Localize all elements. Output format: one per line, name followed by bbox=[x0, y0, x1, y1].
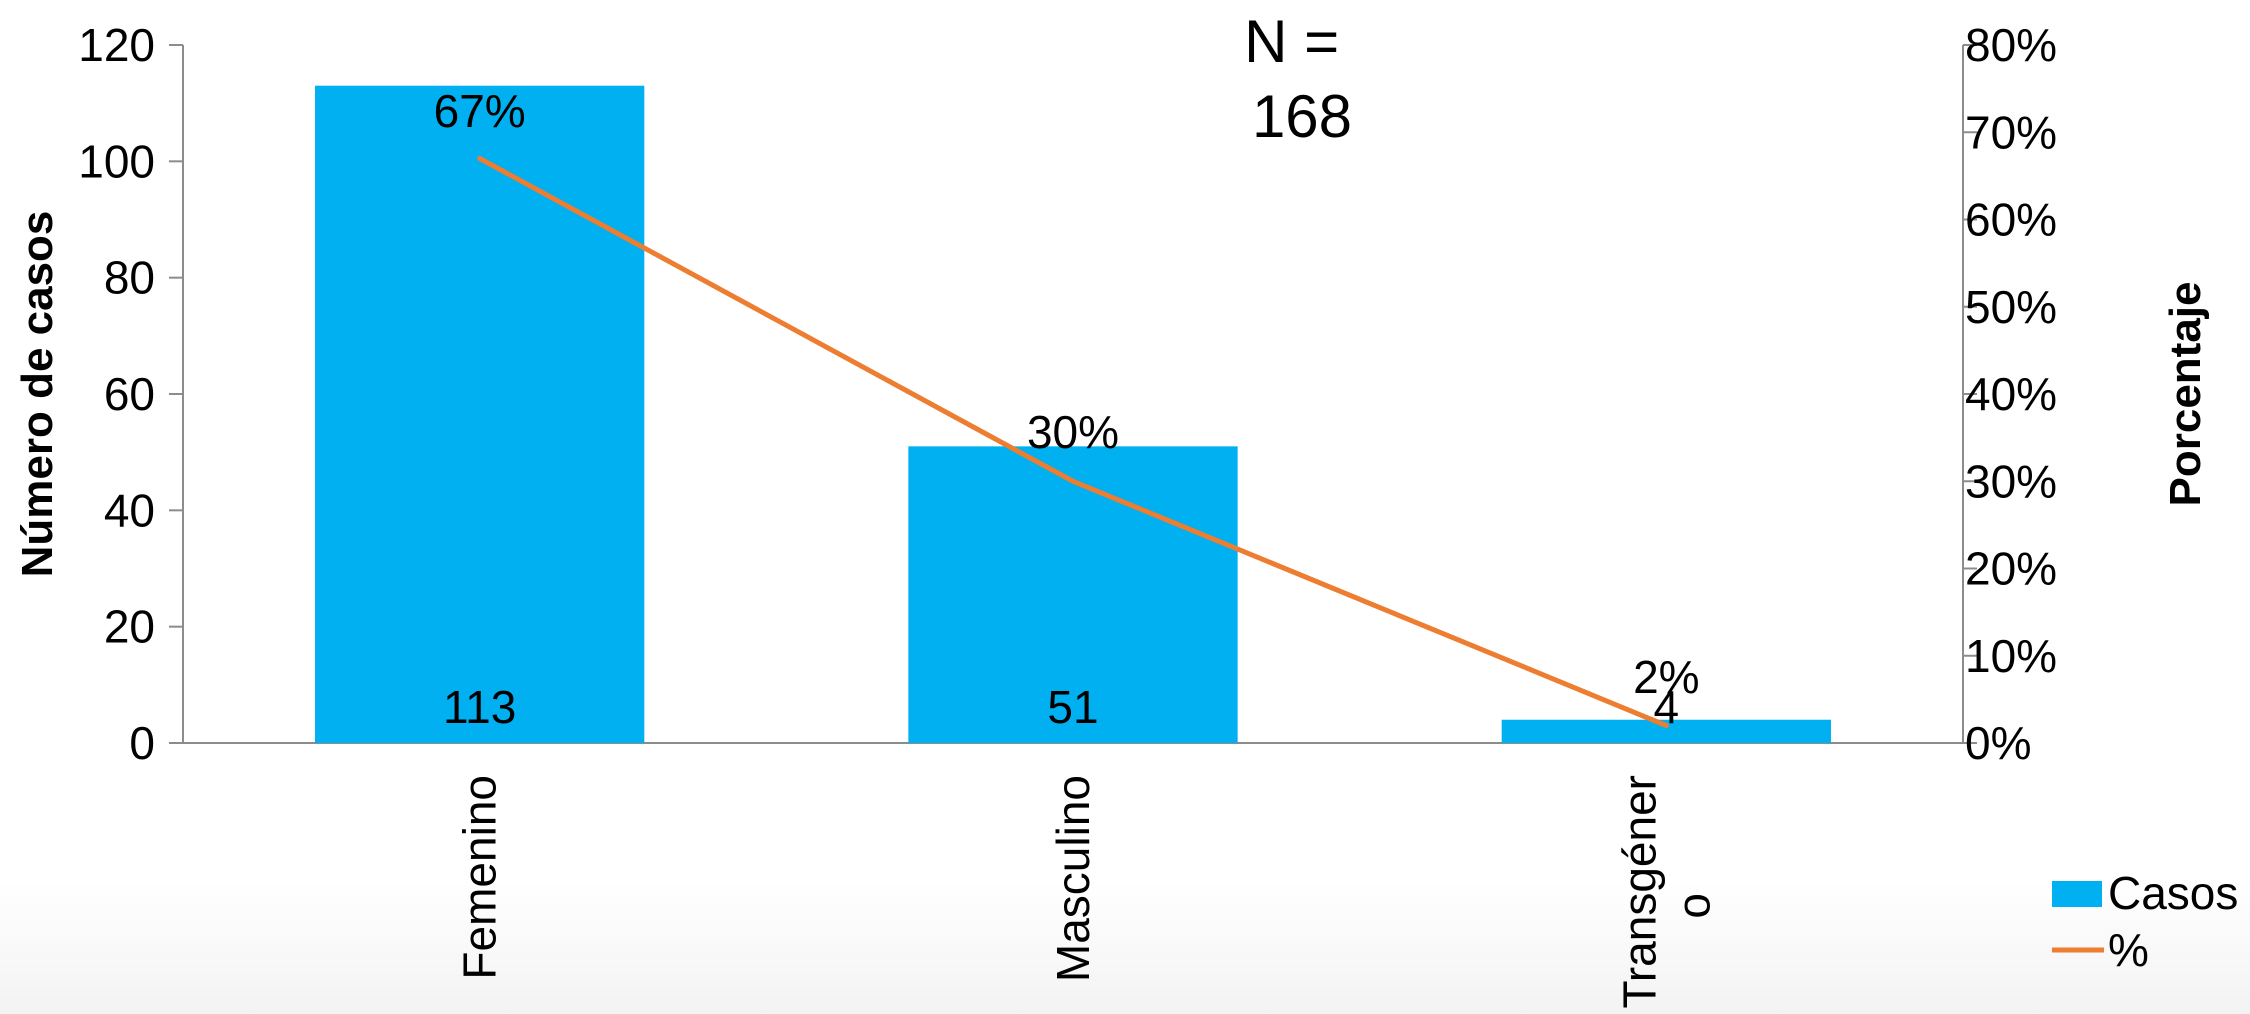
x-tick-label-line: Masculino bbox=[1047, 775, 1099, 982]
y-tick-label: 20 bbox=[104, 601, 155, 653]
y2-axis-title: Porcentaje bbox=[2161, 282, 2210, 507]
bar-value-label: 51 bbox=[1047, 681, 1098, 733]
y2-tick-label: 60% bbox=[1965, 194, 2057, 246]
data-labels: 113 51 4 Femenino Masculino Transgénero 67% 30%… bbox=[434, 85, 1720, 1009]
n-annotation-line-2: 168 bbox=[1252, 83, 1352, 150]
n-annotation: N = 168 bbox=[1244, 8, 1356, 150]
x-tick-label-line: Femenino bbox=[454, 775, 506, 980]
y-tick-label: 40 bbox=[104, 484, 155, 536]
bar-transgénero bbox=[1501, 719, 1831, 743]
x-tick-label: Femenino bbox=[454, 775, 506, 980]
x-tick-label: Masculino bbox=[1047, 775, 1099, 982]
percent-value-label: 30% bbox=[1027, 406, 1119, 458]
y2-tick-label: 0% bbox=[1965, 717, 2031, 769]
legend-swatch-casos bbox=[2052, 881, 2102, 907]
percent-value-label: 67% bbox=[434, 85, 526, 137]
y-tick-label: 100 bbox=[78, 135, 155, 187]
y2-tick-label: 40% bbox=[1965, 368, 2057, 420]
x-tick-label-line: o bbox=[1667, 893, 1719, 919]
y-tick-label: 0 bbox=[129, 717, 155, 769]
legend: Casos % bbox=[2052, 867, 2238, 976]
bars bbox=[315, 85, 1831, 743]
y2-tick-label: 10% bbox=[1965, 630, 2057, 682]
percent-point bbox=[1663, 723, 1669, 729]
n-annotation-line-1: N = bbox=[1244, 8, 1339, 75]
x-tick-label-line: Transgéner bbox=[1613, 775, 1665, 1009]
bar-femenino bbox=[315, 85, 645, 743]
y-axis-title: Número de casos bbox=[13, 211, 62, 578]
y2-tick-label: 80% bbox=[1965, 19, 2057, 71]
legend-label-percent: % bbox=[2108, 924, 2149, 976]
y2-tick-label: 50% bbox=[1965, 281, 2057, 333]
y2-tick-label: 30% bbox=[1965, 455, 2057, 507]
percent-point bbox=[477, 155, 483, 161]
bar-masculino bbox=[908, 446, 1238, 743]
percent-line-series bbox=[477, 155, 1669, 729]
x-tick-label: Transgénero bbox=[1613, 775, 1719, 1009]
bar-value-label: 113 bbox=[443, 681, 516, 733]
percent-value-label: 2% bbox=[1633, 651, 1699, 703]
y-tick-label: 60 bbox=[104, 368, 155, 420]
y2-tick-label: 20% bbox=[1965, 543, 2057, 595]
percent-point bbox=[1070, 478, 1076, 484]
y-tick-label: 120 bbox=[78, 19, 155, 71]
axes: 0 20 40 60 80 100 120 0% 10% 20% 30% 40% 50% 60% 70% 80… bbox=[78, 19, 2057, 769]
bar-value-label: 4 bbox=[1654, 681, 1680, 733]
legend-label-casos: Casos bbox=[2108, 867, 2238, 919]
y-tick-label: 80 bbox=[104, 252, 155, 304]
y2-tick-label: 70% bbox=[1965, 106, 2057, 158]
